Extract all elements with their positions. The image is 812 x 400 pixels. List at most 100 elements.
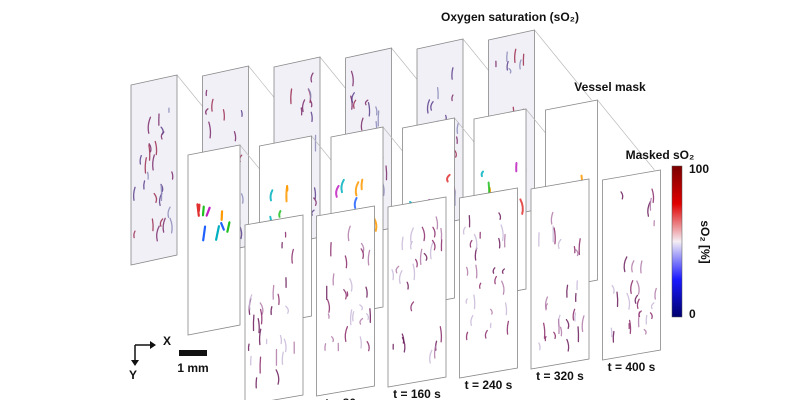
vessel (360, 117, 364, 131)
vessel (343, 288, 347, 300)
time-label: t = 240 s (465, 378, 513, 392)
image-panel (244, 214, 304, 400)
vessel (465, 266, 469, 276)
vessel (350, 70, 354, 87)
vessel (631, 260, 635, 273)
vessel (498, 237, 501, 249)
vessel (159, 218, 164, 227)
vessel (436, 87, 439, 100)
vessel (360, 242, 365, 253)
vessel (462, 226, 466, 235)
vessel (364, 99, 369, 106)
vessel (410, 227, 414, 245)
vessel (566, 284, 569, 298)
vessel (647, 201, 651, 217)
vessel (151, 218, 154, 232)
vessel (395, 265, 400, 274)
vessel (201, 205, 205, 217)
vessel (153, 192, 158, 203)
scale-bar-label: 1 mm (177, 361, 208, 375)
vessel (412, 263, 416, 281)
vessel (498, 212, 502, 220)
vessel (360, 248, 365, 260)
vessel (575, 249, 579, 257)
vessel (144, 157, 147, 174)
image-panel (459, 187, 518, 379)
vessel (354, 181, 360, 197)
time-label: t = 320 s (536, 369, 584, 383)
vessel (277, 293, 280, 306)
vessel (279, 334, 283, 345)
vessel (409, 240, 413, 250)
vessel (636, 280, 640, 295)
vessel (649, 197, 652, 211)
top-row-title: Oxygen saturation (sO₂) (441, 10, 579, 24)
vessel (301, 99, 306, 113)
vessel (566, 338, 570, 352)
vessel (257, 317, 260, 334)
vessel (559, 326, 563, 337)
vessel (351, 92, 355, 104)
vessel (335, 184, 340, 198)
vessel (456, 122, 460, 134)
vessel (313, 187, 317, 200)
vessel (473, 233, 478, 250)
vessel (324, 343, 327, 351)
vessel (514, 48, 517, 64)
vessel (519, 198, 524, 215)
vessel (557, 238, 562, 249)
vessel (421, 226, 426, 242)
vessel (359, 317, 364, 325)
vessel (202, 225, 207, 242)
vessel (154, 140, 158, 156)
vessel (160, 126, 164, 135)
bottom-row-title: Masked sO₂ (626, 148, 695, 162)
vessel (307, 88, 312, 100)
vessel (506, 60, 509, 71)
vessel (259, 308, 263, 325)
vessel (433, 345, 437, 359)
vessel (330, 336, 334, 343)
vessel (171, 171, 174, 180)
vessel (344, 255, 348, 269)
vessel (501, 268, 505, 274)
vessel (377, 110, 380, 127)
vessel (196, 203, 200, 217)
vessel (475, 264, 478, 279)
vessel (365, 313, 370, 321)
vessel (565, 318, 570, 330)
vessel (542, 322, 546, 339)
vessel (146, 171, 149, 180)
vessel (352, 311, 355, 322)
vessel (430, 101, 434, 111)
vessel (634, 294, 639, 304)
vessel (643, 328, 647, 335)
vessel (620, 191, 624, 200)
vessel (638, 310, 642, 317)
vessel (628, 319, 632, 335)
vessel (360, 178, 364, 191)
vessel (211, 98, 214, 112)
vessel (143, 180, 146, 190)
vessel (553, 227, 556, 245)
vessel (152, 154, 155, 171)
vessel (573, 245, 576, 254)
vessel (208, 121, 212, 139)
vessel (148, 144, 151, 161)
vessel (401, 236, 404, 251)
vessel (359, 336, 362, 349)
vessel (278, 210, 282, 218)
vessel (429, 242, 434, 260)
vessel (258, 328, 262, 346)
vessel (349, 278, 353, 292)
vessel (426, 99, 431, 114)
vessel (148, 143, 152, 153)
vessel (344, 326, 349, 343)
vessel (451, 67, 454, 80)
vessel (215, 225, 221, 241)
vessel (612, 330, 615, 343)
vessel (649, 312, 653, 320)
vessel (275, 369, 280, 385)
vessel (645, 314, 648, 325)
